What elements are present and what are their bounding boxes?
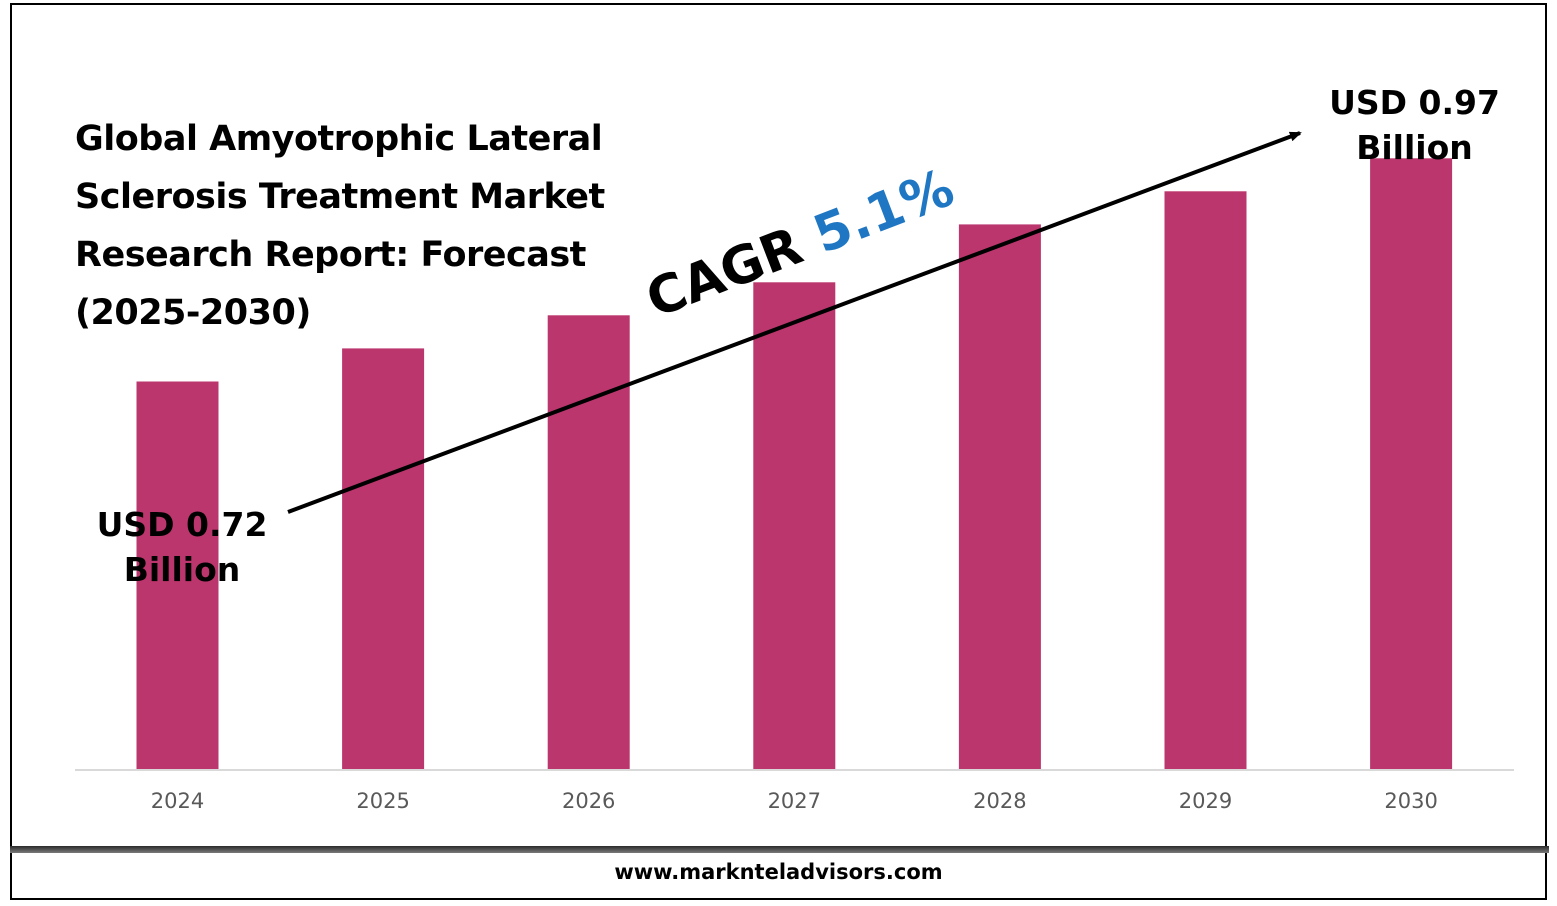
x-tick-label-2027: 2027 xyxy=(768,789,821,813)
title-line-2: Sclerosis Treatment Market xyxy=(75,177,605,217)
title-line-1: Global Amyotrophic Lateral xyxy=(75,119,603,159)
x-tick-label-2028: 2028 xyxy=(973,789,1026,813)
title-line-4: (2025-2030) xyxy=(75,293,311,333)
start-value-annotation: USD 0.72 Billion xyxy=(92,502,272,592)
footer-divider xyxy=(10,846,1549,853)
bar-2026 xyxy=(547,315,630,770)
x-tick-labels: 2024 2025 2026 2027 2028 2029 2030 xyxy=(151,789,1438,813)
x-tick-label-2026: 2026 xyxy=(562,789,615,813)
bar-2024 xyxy=(136,381,219,770)
chart-title: Global Amyotrophic Lateral Sclerosis Tre… xyxy=(75,110,635,342)
footer-url: www.marknteladvisors.com xyxy=(614,860,943,884)
x-tick-label-2030: 2030 xyxy=(1384,789,1437,813)
bar-2030 xyxy=(1370,158,1453,771)
start-value-line1: USD 0.72 xyxy=(96,505,268,544)
bar-2025 xyxy=(342,348,425,770)
bar-2029 xyxy=(1164,191,1247,771)
title-line-3: Research Report: Forecast xyxy=(75,235,586,275)
start-value-line2: Billion xyxy=(123,550,241,589)
bar-2027 xyxy=(753,282,836,770)
x-tick-label-2029: 2029 xyxy=(1179,789,1232,813)
end-value-annotation: USD 0.97 Billion xyxy=(1322,80,1507,170)
bar-2028 xyxy=(958,224,1041,770)
x-tick-label-2024: 2024 xyxy=(151,789,204,813)
cagr-arrow xyxy=(287,131,1302,514)
x-tick-label-2025: 2025 xyxy=(356,789,409,813)
end-value-line1: USD 0.97 xyxy=(1329,83,1500,122)
end-value-line2: Billion xyxy=(1356,128,1473,167)
